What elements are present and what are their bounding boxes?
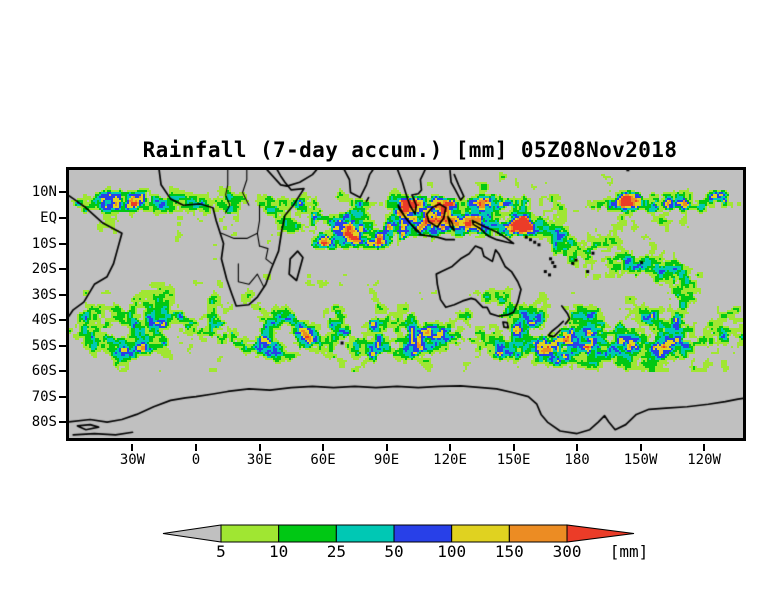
lon-tick-label: 30W xyxy=(119,452,146,468)
lat-tick-label: 10S xyxy=(31,235,57,252)
lat-tickmark xyxy=(59,370,67,373)
lat-tickmark xyxy=(59,293,67,296)
lat-tick-label: 30S xyxy=(31,286,57,303)
colorbar-segment xyxy=(393,524,453,543)
lon-tick-label: 150E xyxy=(496,452,531,468)
lat-tick-label: 70S xyxy=(31,388,57,405)
lon-tick-label: 180 xyxy=(564,452,590,468)
plot-title: Rainfall (7-day accum.) [mm] 05Z08Nov201… xyxy=(142,138,678,162)
lat-tickmark xyxy=(59,217,67,219)
colorbar-segment xyxy=(451,524,510,543)
lon-tickmark xyxy=(639,444,642,451)
lon-tick-label: 30E xyxy=(246,452,273,468)
lon-tick-label: 120E xyxy=(433,452,467,468)
colorbar-max-arrow xyxy=(566,524,635,543)
lon-tickmark xyxy=(258,444,261,451)
lon-tick-label: 150W xyxy=(623,452,658,468)
lon-tick-label: 120W xyxy=(687,452,721,468)
lat-tick-label: 50S xyxy=(31,337,57,354)
colorbar-tick-label: 10 xyxy=(269,542,288,561)
lat-tick-label: EQ xyxy=(40,210,57,226)
lon-tick-label: 0 xyxy=(191,452,201,468)
lon-tickmark xyxy=(703,444,706,451)
map-panel xyxy=(66,167,746,441)
lat-tickmark xyxy=(59,319,67,322)
colorbar-min-arrow xyxy=(162,524,222,543)
colorbar-tick-label: 300 xyxy=(553,542,582,561)
lon-tickmark xyxy=(131,444,134,451)
lat-tickmark xyxy=(59,344,67,347)
lon-tickmark xyxy=(322,444,325,451)
colorbar-segment xyxy=(335,524,395,543)
lat-tick-label: 60S xyxy=(31,363,57,380)
lon-tick-label: 90E xyxy=(373,452,400,468)
lat-tickmark xyxy=(59,268,67,271)
colorbar-tick-label: 150 xyxy=(495,542,524,561)
colorbar-segment xyxy=(220,524,280,543)
colorbar-unit-label: [mm] xyxy=(610,542,649,561)
colorbar-tick-label: 5 xyxy=(216,542,226,561)
lat-tick-label: 20S xyxy=(31,261,57,278)
lat-tickmark xyxy=(59,191,67,194)
colorbar-tick-label: 50 xyxy=(384,542,403,561)
lat-tickmark xyxy=(59,242,67,245)
lon-tickmark xyxy=(385,444,388,451)
lon-tickmark xyxy=(195,444,197,451)
coastline-canvas xyxy=(69,170,743,438)
lon-tick-label: 60E xyxy=(310,452,336,468)
lat-tick-label: 40S xyxy=(31,312,57,329)
colorbar-legend: 5 10 25 50 100 150 300 [mm] xyxy=(162,524,649,561)
colorbar-segment xyxy=(278,524,337,543)
lon-tickmark xyxy=(512,444,515,451)
colorbar-tick-label: 25 xyxy=(327,542,346,561)
lat-tick-label: 10N xyxy=(31,184,57,201)
lon-tickmark xyxy=(449,444,452,451)
colorbar-segment xyxy=(508,524,568,543)
colorbar-tick-label: 100 xyxy=(437,542,466,561)
lon-tickmark xyxy=(576,444,579,451)
lat-tick-label: 80S xyxy=(31,414,57,431)
lat-tickmark xyxy=(59,395,67,398)
lat-tickmark xyxy=(59,421,67,424)
